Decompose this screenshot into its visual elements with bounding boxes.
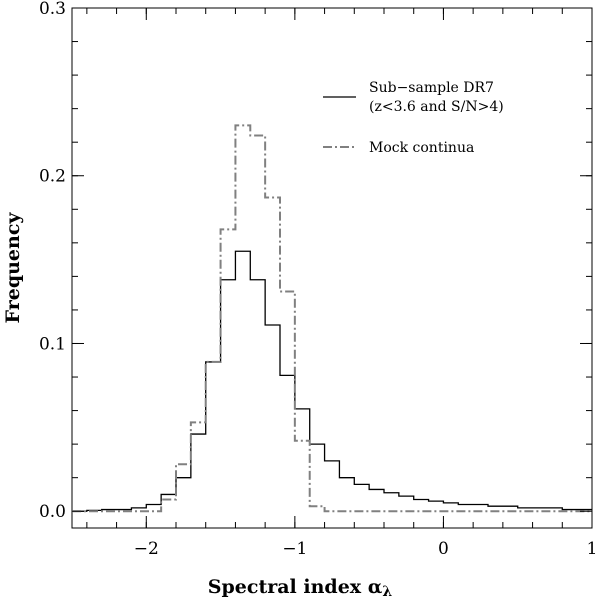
x-tick-label: 0 — [438, 539, 449, 559]
x-axis-title: Spectral index αλ — [208, 576, 393, 600]
legend-label-dr7-line2: (z<3.6 and S/N>4) — [369, 99, 504, 115]
y-axis-title: Frequency — [2, 212, 24, 324]
series-dr7-line — [72, 250, 592, 512]
y-tick-label: 0.0 — [39, 502, 66, 522]
y-tick-label: 0.2 — [39, 167, 66, 187]
x-tick-label: 1 — [587, 539, 598, 559]
plot-frame — [71, 7, 593, 529]
plot-area — [71, 7, 593, 529]
legend-label-mock: Mock continua — [369, 140, 474, 156]
axis-ticks: −2 −1 0 1 0.0 0.1 0.2 0.3 — [39, 0, 597, 559]
series-mock-line — [72, 124, 592, 513]
x-tick-label: −1 — [282, 539, 307, 559]
legend-label-dr7: Sub−sample DR7 — [369, 80, 494, 96]
legend: Sub−sample DR7 (z<3.6 and S/N>4) Mock cont… — [323, 80, 504, 156]
x-tick-label: −2 — [134, 539, 159, 559]
y-tick-label: 0.3 — [39, 0, 66, 19]
y-tick-label: 0.1 — [39, 334, 66, 354]
